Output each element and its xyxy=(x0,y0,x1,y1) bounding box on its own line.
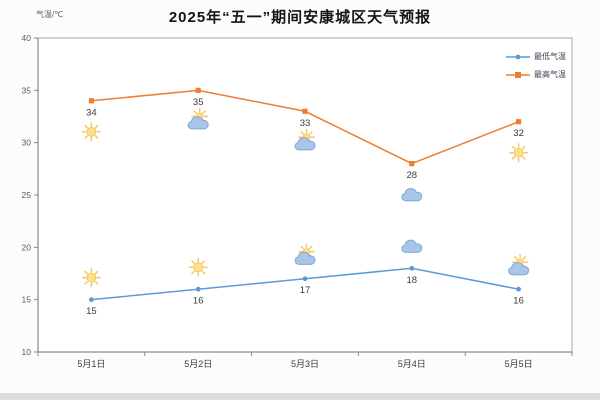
data-point-label: 28 xyxy=(407,170,418,181)
data-point-marker xyxy=(195,87,201,93)
y-tick-label: 15 xyxy=(22,295,32,305)
min-temp-line-marker-icon xyxy=(506,54,530,59)
plot-border xyxy=(37,37,573,353)
sun-behind-cloud-icon xyxy=(187,107,209,130)
data-point-label: 17 xyxy=(300,285,311,296)
cloud-icon xyxy=(401,239,423,253)
cloud-icon xyxy=(508,262,530,276)
x-tick-label: 5月5日 xyxy=(505,359,533,369)
sun-icon xyxy=(509,143,529,163)
sun-behind-cloud-icon xyxy=(294,243,316,265)
data-point-marker xyxy=(409,161,415,167)
data-point-label: 15 xyxy=(86,306,97,317)
data-point-label: 34 xyxy=(86,107,97,118)
legend-label-min-temp: 最低气温 xyxy=(534,52,566,61)
data-point-label: 16 xyxy=(193,296,204,307)
legend-entry-max-temp: 最高气温 xyxy=(506,69,566,80)
data-point-marker xyxy=(88,98,94,104)
chart-legend: 最低气温 最高气温 xyxy=(506,51,566,80)
data-point-marker xyxy=(409,265,415,271)
y-tick-label: 40 xyxy=(22,33,32,43)
max-temp-line-marker-icon xyxy=(506,71,530,78)
y-axis-unit-label: 气温/℃ xyxy=(36,10,64,19)
data-point-marker xyxy=(302,108,308,114)
y-tick-label: 25 xyxy=(22,190,32,200)
sun-behind-cloud-icon xyxy=(294,128,316,151)
y-tick-label: 20 xyxy=(22,242,32,252)
legend-entry-min-temp: 最低气温 xyxy=(506,51,566,62)
y-tick-label: 35 xyxy=(22,85,32,95)
data-point-label: 35 xyxy=(193,97,204,108)
data-point-label: 16 xyxy=(513,296,524,307)
data-point-marker xyxy=(302,276,308,282)
sun-icon xyxy=(81,122,101,142)
x-tick-label: 5月1日 xyxy=(77,359,105,369)
data-point-marker xyxy=(89,297,94,303)
cloud-icon xyxy=(294,137,316,151)
cloud-icon xyxy=(294,251,316,265)
data-point-marker xyxy=(516,119,522,125)
sun-icon xyxy=(188,257,208,277)
cloud-icon xyxy=(187,116,209,130)
x-tick-label: 5月3日 xyxy=(291,359,319,369)
y-tick-label: 10 xyxy=(22,347,32,357)
cloud-icon xyxy=(401,187,423,202)
data-point-label: 18 xyxy=(407,275,418,286)
data-point-label: 32 xyxy=(513,128,524,139)
sun-behind-cloud-icon xyxy=(508,253,530,276)
x-tick-label: 5月2日 xyxy=(184,359,212,369)
y-tick-label: 30 xyxy=(22,138,32,148)
chart-title: 2025年“五一”期间安康城区天气预报 xyxy=(168,9,432,26)
data-point-marker xyxy=(516,286,521,292)
legend-label-max-temp: 最高气温 xyxy=(534,70,566,79)
photo-edge xyxy=(0,393,600,400)
sun-icon xyxy=(81,268,101,288)
x-tick-label: 5月4日 xyxy=(398,359,426,369)
data-point-marker xyxy=(195,286,201,292)
data-point-label: 33 xyxy=(300,118,311,129)
